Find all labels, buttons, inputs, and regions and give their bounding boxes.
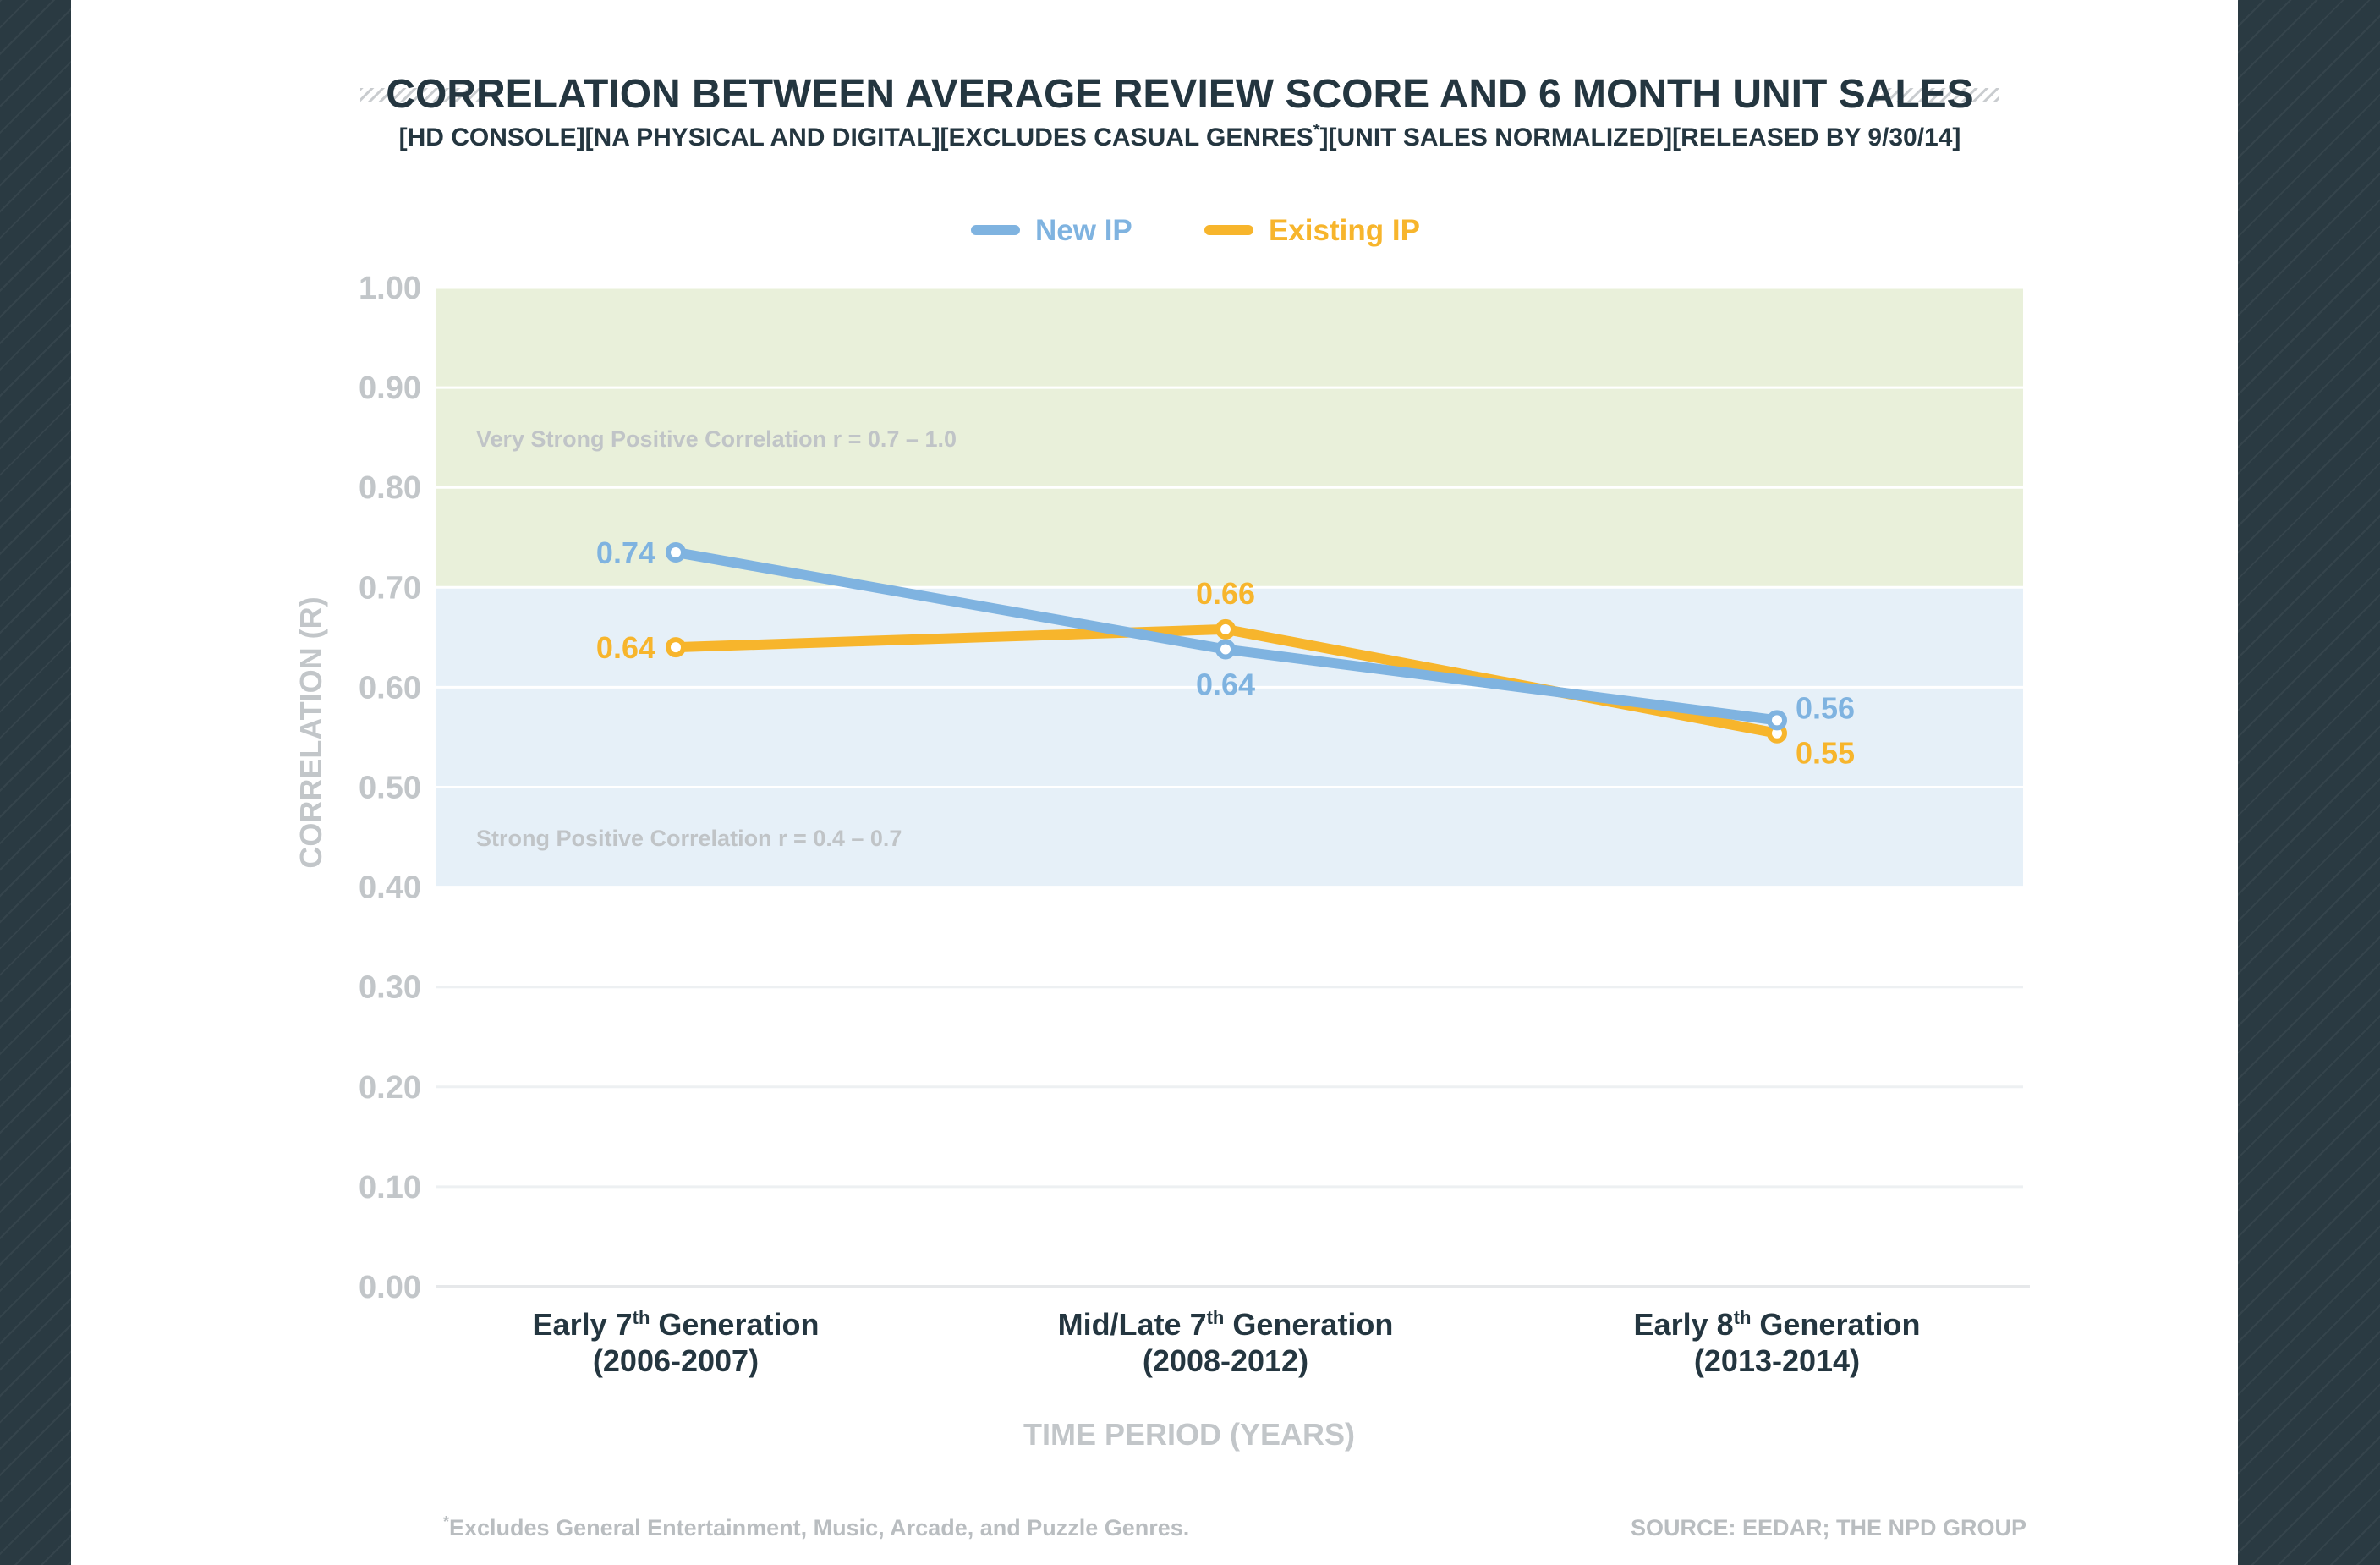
y-tick-label: 0.20	[359, 1070, 421, 1106]
legend-swatch-existing-ip	[1204, 225, 1253, 235]
data-point-new-ip	[666, 541, 686, 563]
band-very-strong	[436, 288, 2023, 588]
chart-card: CORRELATION BETWEEN AVERAGE REVIEW SCORE…	[71, 0, 2238, 1565]
category-rest: Generation	[650, 1307, 819, 1342]
category-sup: th	[1734, 1307, 1752, 1328]
data-label-new-ip: 0.56	[1796, 690, 1855, 725]
source-credit: SOURCE: EEDAR; THE NPD GROUP	[1631, 1515, 2026, 1540]
subtitle-asterisk: *	[1313, 121, 1320, 140]
category-base: Mid/Late 7	[1058, 1307, 1207, 1342]
y-axis-ticks: 0.00 0.10 0.20 0.30 0.40 0.50 0.60 0.70 0.80 0.90…	[359, 271, 421, 1305]
category-years-mid-late-7th: (2008-2012)	[1143, 1343, 1308, 1378]
data-point-new-ip	[1767, 710, 1787, 731]
data-label-existing-ip: 0.66	[1196, 576, 1255, 611]
subtitle-part-1: [HD CONSOLE][NA PHYSICAL AND DIGITAL][EX…	[399, 124, 1313, 151]
band-label-very-strong: Very Strong Positive Correlation r = 0.7…	[476, 426, 957, 452]
y-axis-label: CORRELATION (R)	[293, 596, 328, 868]
y-tick-label: 0.80	[359, 470, 421, 506]
y-tick-label: 0.30	[359, 970, 421, 1006]
footnote-text: Excludes General Entertainment, Music, A…	[449, 1515, 1189, 1540]
chart-subtitle: [HD CONSOLE][NA PHYSICAL AND DIGITAL][EX…	[399, 121, 1961, 151]
data-label-new-ip: 0.74	[596, 535, 655, 570]
data-point-existing-ip	[666, 637, 686, 658]
x-axis-categories: Early 7th Generation (2006-2007) Mid/Lat…	[533, 1307, 1921, 1378]
y-tick-label: 0.40	[359, 870, 421, 906]
category-rest: Generation	[1751, 1307, 1920, 1342]
category-label-early-8th: Early 8th Generation	[1634, 1307, 1921, 1342]
category-years-early-8th: (2013-2014)	[1694, 1343, 1860, 1378]
category-sup: th	[633, 1307, 650, 1328]
y-tick-label: 0.90	[359, 371, 421, 406]
category-label-mid-late-7th: Mid/Late 7th Generation	[1058, 1307, 1394, 1342]
category-label-early-7th: Early 7th Generation	[533, 1307, 820, 1342]
data-point-new-ip	[1215, 639, 1236, 660]
y-tick-label: 1.00	[359, 271, 421, 306]
y-tick-label: 0.50	[359, 771, 421, 806]
footnote: *Excludes General Entertainment, Music, …	[443, 1513, 1189, 1540]
footnote-asterisk: *	[443, 1513, 449, 1530]
y-tick-label: 0.00	[359, 1270, 421, 1305]
gridlines	[436, 286, 2030, 1288]
data-labels: 0.74 0.64 0.56 0.64 0.66 0.55	[596, 535, 1855, 771]
data-label-new-ip: 0.64	[1196, 667, 1255, 702]
legend-label-new-ip: New IP	[1035, 214, 1132, 247]
y-tick-label: 0.70	[359, 570, 421, 606]
legend-label-existing-ip: Existing IP	[1269, 214, 1420, 247]
title-hatch-left	[360, 88, 487, 102]
data-label-existing-ip: 0.64	[596, 630, 655, 665]
legend-swatch-new-ip	[971, 225, 1020, 235]
category-rest: Generation	[1224, 1307, 1393, 1342]
category-base: Early 7	[533, 1307, 633, 1342]
chart-title: CORRELATION BETWEEN AVERAGE REVIEW SCORE…	[386, 72, 1973, 117]
series	[666, 541, 1787, 744]
y-tick-label: 0.10	[359, 1170, 421, 1205]
legend: New IP Existing IP	[971, 214, 1420, 247]
chart: CORRELATION BETWEEN AVERAGE REVIEW SCORE…	[293, 72, 2030, 1540]
y-tick-label: 0.60	[359, 670, 421, 706]
subtitle-part-2: ][UNIT SALES NORMALIZED][RELEASED BY 9/3…	[1320, 124, 1961, 151]
data-label-existing-ip: 0.55	[1796, 736, 1855, 771]
band-label-strong: Strong Positive Correlation r = 0.4 – 0.…	[476, 826, 902, 851]
x-axis-label: TIME PERIOD (YEARS)	[1023, 1417, 1355, 1452]
category-base: Early 8	[1634, 1307, 1734, 1342]
data-point-existing-ip	[1215, 618, 1236, 640]
category-years-early-7th: (2006-2007)	[593, 1343, 759, 1378]
category-sup: th	[1207, 1307, 1225, 1328]
title-hatch-right	[1873, 88, 1999, 102]
